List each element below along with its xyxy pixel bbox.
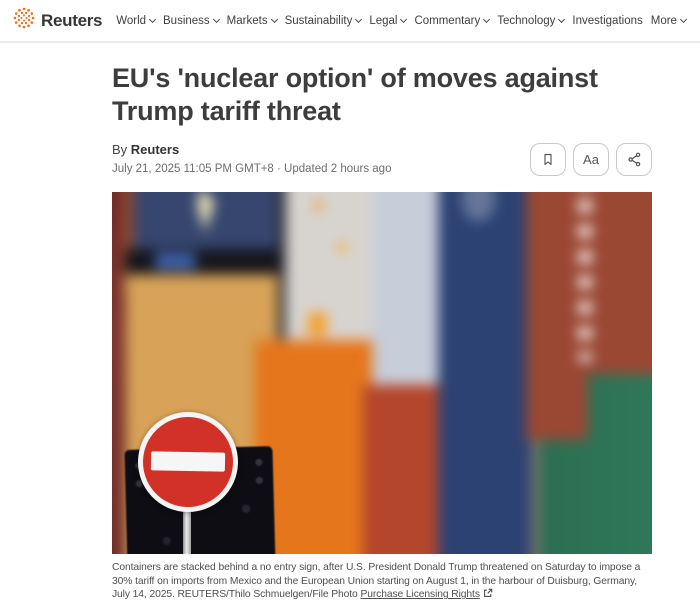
- main-nav: World Business Markets Sustainability Le…: [116, 15, 690, 27]
- top-nav-bar: Reuters World Business Markets Sustainab…: [0, 0, 700, 43]
- reuters-logo[interactable]: Reuters: [12, 6, 103, 35]
- reuters-dotted-globe-icon: [12, 6, 36, 35]
- share-button[interactable]: [616, 142, 652, 176]
- nav-label: World: [116, 14, 147, 27]
- brand-wordmark: Reuters: [41, 10, 103, 30]
- sign-post: [183, 486, 191, 554]
- article-meta-row: By Reuters July 21, 2025 11:05 PM GMT+8 …: [112, 142, 652, 176]
- nav-label: Technology: [497, 14, 556, 27]
- share-icon: [626, 151, 643, 168]
- orange-container: [254, 340, 375, 554]
- nav-label: Legal: [369, 14, 398, 27]
- chevron-down-icon: [148, 15, 157, 23]
- bookmark-button[interactable]: [530, 142, 566, 176]
- text-size-button[interactable]: Aa: [573, 142, 609, 176]
- nav-item-sustainability[interactable]: Sustainability: [284, 14, 363, 27]
- text-size-label: Aa: [583, 151, 599, 167]
- article-toolbar: Aa: [530, 142, 652, 176]
- purchase-licensing-rights-link[interactable]: Purchase Licensing Rights: [360, 589, 480, 601]
- orange-sticker: [307, 312, 327, 336]
- pale-blue-container: [372, 191, 441, 396]
- chevron-down-icon: [400, 15, 408, 23]
- bookmark-icon: [540, 151, 556, 168]
- nav-item-legal[interactable]: Legal: [369, 14, 408, 27]
- nav-item-investigations[interactable]: Investigations: [572, 15, 642, 27]
- nav-item-commentary[interactable]: Commentary: [414, 14, 491, 27]
- page-title: EU's 'nuclear option' of moves against T…: [112, 63, 598, 126]
- no-entry-sign-bar: [150, 451, 226, 472]
- chevron-down-icon: [483, 15, 491, 23]
- chevron-down-icon: [679, 15, 687, 23]
- nav-item-technology[interactable]: Technology: [497, 14, 566, 27]
- chevron-down-icon: [355, 15, 363, 23]
- nav-item-business[interactable]: Business: [163, 14, 220, 27]
- byline: By Reuters: [112, 142, 391, 157]
- dark-blue-container: [438, 191, 532, 554]
- article-content: EU's 'nuclear option' of moves against T…: [112, 62, 652, 603]
- red-container: [362, 384, 444, 554]
- caption-text: Containers are stacked behind a no entry…: [112, 561, 641, 601]
- chevron-down-icon: [558, 15, 566, 23]
- external-link-icon: [483, 588, 493, 603]
- byline-prefix: By: [112, 141, 128, 157]
- brick-red-container-lower: [526, 367, 588, 440]
- orange-sticker: [314, 200, 323, 211]
- orange-sticker: [337, 242, 348, 253]
- nav-item-more[interactable]: More: [650, 14, 687, 27]
- nav-label: Investigations: [572, 14, 643, 27]
- image-caption: Containers are stacked behind a no entry…: [112, 561, 652, 603]
- article-image: [112, 191, 652, 554]
- chevron-down-icon: [212, 15, 220, 23]
- nav-label: Commentary: [414, 14, 481, 27]
- chevron-down-icon: [270, 15, 278, 23]
- nav-item-world[interactable]: World: [116, 14, 157, 27]
- blue-label: [155, 253, 196, 269]
- nav-label: More: [650, 14, 677, 27]
- white-vertical-lettering: [578, 191, 592, 362]
- nav-item-markets[interactable]: Markets: [226, 14, 278, 27]
- foreground-layer: [112, 192, 652, 554]
- nav-label: Markets: [226, 14, 268, 27]
- byline-block: By Reuters July 21, 2025 11:05 PM GMT+8 …: [112, 142, 391, 175]
- white-container: [285, 191, 375, 365]
- nav-label: Sustainability: [284, 14, 353, 27]
- nav-label: Business: [163, 14, 210, 27]
- container-gap: [125, 248, 287, 277]
- dateline: July 21, 2025 11:05 PM GMT+8 · Updated 2…: [112, 162, 392, 175]
- author-link[interactable]: Reuters: [130, 141, 180, 157]
- corner-post: [278, 191, 288, 365]
